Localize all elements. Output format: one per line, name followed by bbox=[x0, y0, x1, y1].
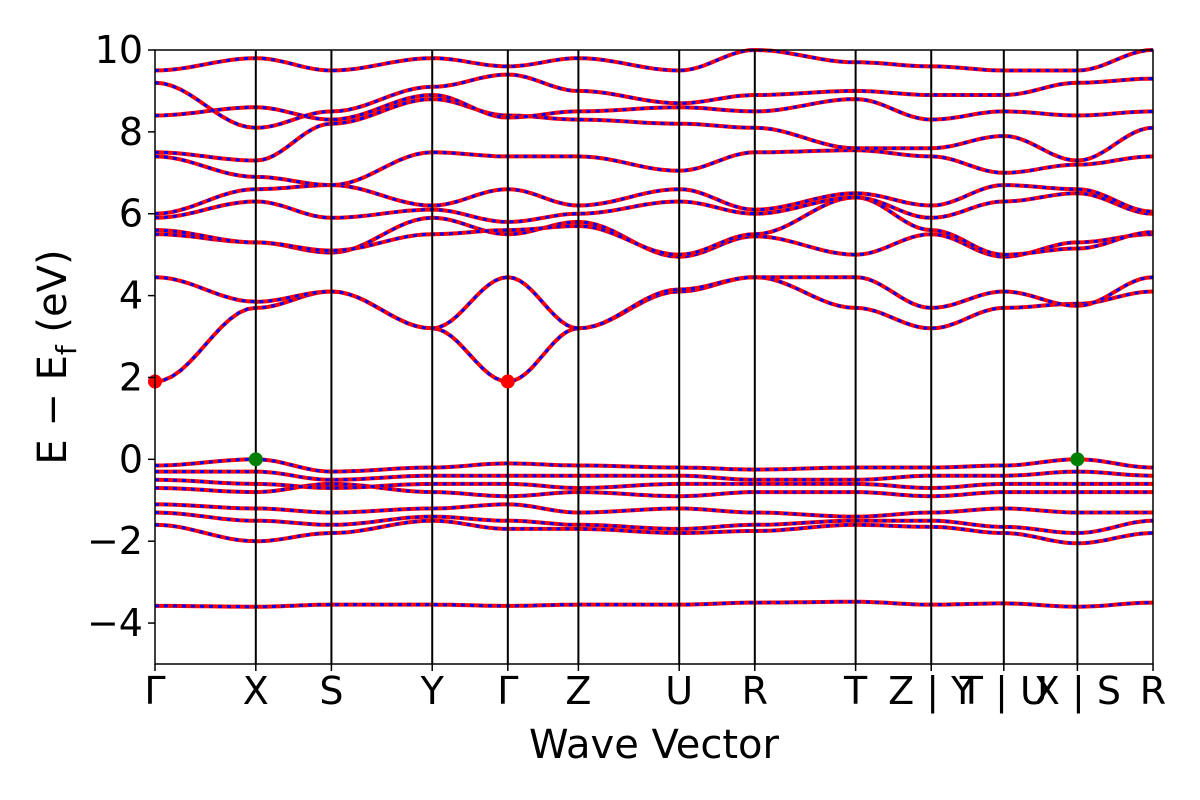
x-axis-ticks: Γ X S Y Γ Z U R T Z | YT | UX | S R bbox=[144, 664, 1166, 714]
band-edge-markers bbox=[148, 374, 1085, 467]
y-tick-label: −2 bbox=[87, 519, 143, 563]
y-tick-label: 6 bbox=[119, 192, 143, 236]
y-axis-label-unit-text: (eV) bbox=[30, 249, 76, 332]
y-axis-label-main: E − E bbox=[30, 355, 76, 465]
x-axis-label: Wave Vector bbox=[529, 722, 780, 768]
x-tick-label: Z | Y bbox=[888, 669, 975, 714]
y-tick-label: 0 bbox=[119, 437, 143, 481]
x-tick-label: Y bbox=[420, 669, 445, 713]
y-axis-label-unit bbox=[30, 333, 76, 346]
plot-frame bbox=[154, 49, 1154, 665]
y-tick-label: 10 bbox=[95, 28, 143, 72]
x-tick-label: X bbox=[243, 669, 269, 713]
x-tick-label: U bbox=[665, 669, 693, 713]
cbm-marker bbox=[500, 374, 515, 389]
y-tick-label: −4 bbox=[87, 601, 143, 645]
y-axis-label: E − Ef (eV) bbox=[30, 249, 83, 464]
x-tick-label: Γ bbox=[497, 669, 518, 713]
x-tick-label: T | U bbox=[959, 669, 1048, 714]
x-tick-label: T bbox=[843, 669, 868, 713]
y-tick-label: 8 bbox=[119, 110, 143, 154]
x-tick-label: R bbox=[742, 669, 768, 713]
y-tick-label: 4 bbox=[119, 274, 143, 318]
x-tick-label: R bbox=[1140, 669, 1166, 713]
x-tick-label: S bbox=[319, 669, 343, 713]
x-tick-label: Z bbox=[565, 669, 591, 713]
y-axis-label-subscript: f bbox=[50, 344, 83, 355]
x-tick-label: X | S bbox=[1034, 669, 1121, 714]
high-symmetry-lines bbox=[254, 50, 1079, 664]
y-tick-label: 2 bbox=[119, 355, 143, 399]
vbm-marker bbox=[1070, 452, 1085, 467]
vbm-marker bbox=[248, 452, 263, 467]
y-axis-ticks: −4 −2 0 2 4 6 8 10 bbox=[87, 28, 155, 645]
x-tick-label: Γ bbox=[144, 669, 165, 713]
